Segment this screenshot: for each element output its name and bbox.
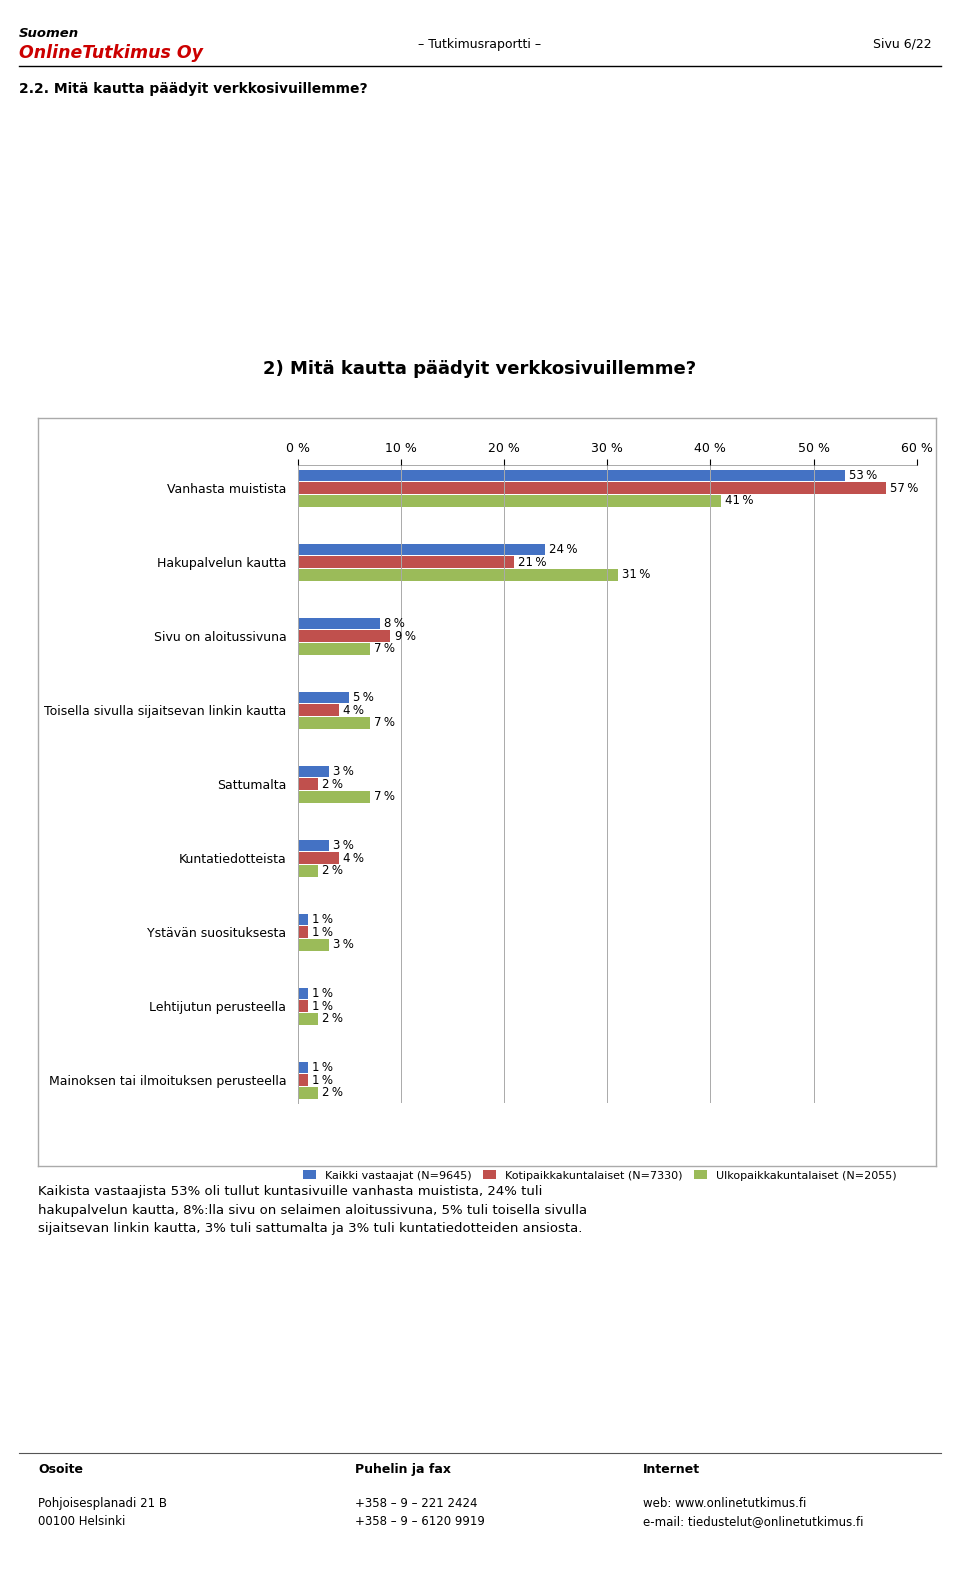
Bar <box>298 704 339 716</box>
Bar <box>298 939 328 950</box>
Bar <box>298 766 328 777</box>
Bar <box>298 482 886 493</box>
Text: Internet: Internet <box>643 1463 701 1475</box>
Text: 7 %: 7 % <box>374 717 395 730</box>
Bar <box>298 840 328 851</box>
Text: Puhelin ja fax: Puhelin ja fax <box>355 1463 451 1475</box>
Bar <box>298 618 380 629</box>
Text: 41 %: 41 % <box>725 495 754 507</box>
Legend: Kaikki vastaajat (N=9645), Kotipaikkakuntalaiset (N=7330), Ulkopaikkakuntalaiset: Kaikki vastaajat (N=9645), Kotipaikkakun… <box>303 1169 897 1180</box>
Bar <box>298 630 391 641</box>
Text: 8 %: 8 % <box>384 616 405 630</box>
Text: +358 – 9 – 221 2424
+358 – 9 – 6120 9919: +358 – 9 – 221 2424 +358 – 9 – 6120 9919 <box>355 1497 485 1529</box>
Text: 57 %: 57 % <box>890 482 919 495</box>
Text: Kaikista vastaajista 53% oli tullut kuntasivuille vanhasta muistista, 24% tuli
h: Kaikista vastaajista 53% oli tullut kunt… <box>38 1185 588 1236</box>
Bar <box>298 865 319 876</box>
Bar <box>298 988 308 999</box>
Bar <box>298 544 545 555</box>
Text: Osoite: Osoite <box>38 1463 84 1475</box>
Text: web: www.onlinetutkimus.fi
e-mail: tiedustelut@onlinetutkimus.fi: web: www.onlinetutkimus.fi e-mail: tiedu… <box>643 1497 864 1529</box>
Bar <box>298 853 339 864</box>
Text: 24 %: 24 % <box>549 542 578 556</box>
Bar <box>298 495 721 506</box>
Text: 2.2. Mitä kautta päädyit verkkosivuillemme?: 2.2. Mitä kautta päädyit verkkosivuillem… <box>19 82 368 96</box>
Bar <box>298 1075 308 1086</box>
Bar <box>298 643 370 654</box>
Bar <box>298 914 308 925</box>
Bar <box>298 1087 319 1098</box>
Text: Suomen: Suomen <box>19 27 80 39</box>
Text: Sivu 6/22: Sivu 6/22 <box>873 38 931 50</box>
Text: 5 %: 5 % <box>353 690 374 704</box>
Bar <box>298 1013 319 1024</box>
Text: 1 %: 1 % <box>312 1061 333 1073</box>
Bar <box>298 927 308 938</box>
Text: 3 %: 3 % <box>333 938 353 952</box>
Text: 2 %: 2 % <box>323 1086 344 1100</box>
Text: 21 %: 21 % <box>518 556 547 569</box>
Text: 2) Mitä kautta päädyit verkkosivuillemme?: 2) Mitä kautta päädyit verkkosivuillemme… <box>263 361 697 378</box>
Text: 2 %: 2 % <box>323 1012 344 1026</box>
Text: 1 %: 1 % <box>312 987 333 999</box>
Bar <box>298 556 515 567</box>
Text: 3 %: 3 % <box>333 838 353 851</box>
Bar <box>298 692 349 703</box>
Text: 7 %: 7 % <box>374 791 395 804</box>
Text: 4 %: 4 % <box>343 851 364 865</box>
Bar <box>298 470 845 481</box>
Text: 1 %: 1 % <box>312 999 333 1012</box>
Text: 4 %: 4 % <box>343 703 364 717</box>
Bar <box>298 779 319 790</box>
Text: 3 %: 3 % <box>333 764 353 777</box>
Text: 9 %: 9 % <box>395 629 416 643</box>
Text: Pohjoisesplanadi 21 B
00100 Helsinki: Pohjoisesplanadi 21 B 00100 Helsinki <box>38 1497 167 1529</box>
Bar <box>298 717 370 728</box>
Bar <box>298 791 370 802</box>
Text: 1 %: 1 % <box>312 925 333 939</box>
Text: 2 %: 2 % <box>323 777 344 791</box>
Text: 7 %: 7 % <box>374 643 395 656</box>
Text: – Tutkimusraportti –: – Tutkimusraportti – <box>419 38 541 50</box>
Bar <box>298 1062 308 1073</box>
Bar <box>298 569 617 580</box>
Text: OnlineTutkimus Oy: OnlineTutkimus Oy <box>19 44 204 61</box>
Bar <box>298 1001 308 1012</box>
Text: 53 %: 53 % <box>849 468 876 482</box>
Text: 31 %: 31 % <box>622 569 650 582</box>
Text: 1 %: 1 % <box>312 1073 333 1086</box>
Text: 2 %: 2 % <box>323 864 344 878</box>
Text: 1 %: 1 % <box>312 913 333 925</box>
